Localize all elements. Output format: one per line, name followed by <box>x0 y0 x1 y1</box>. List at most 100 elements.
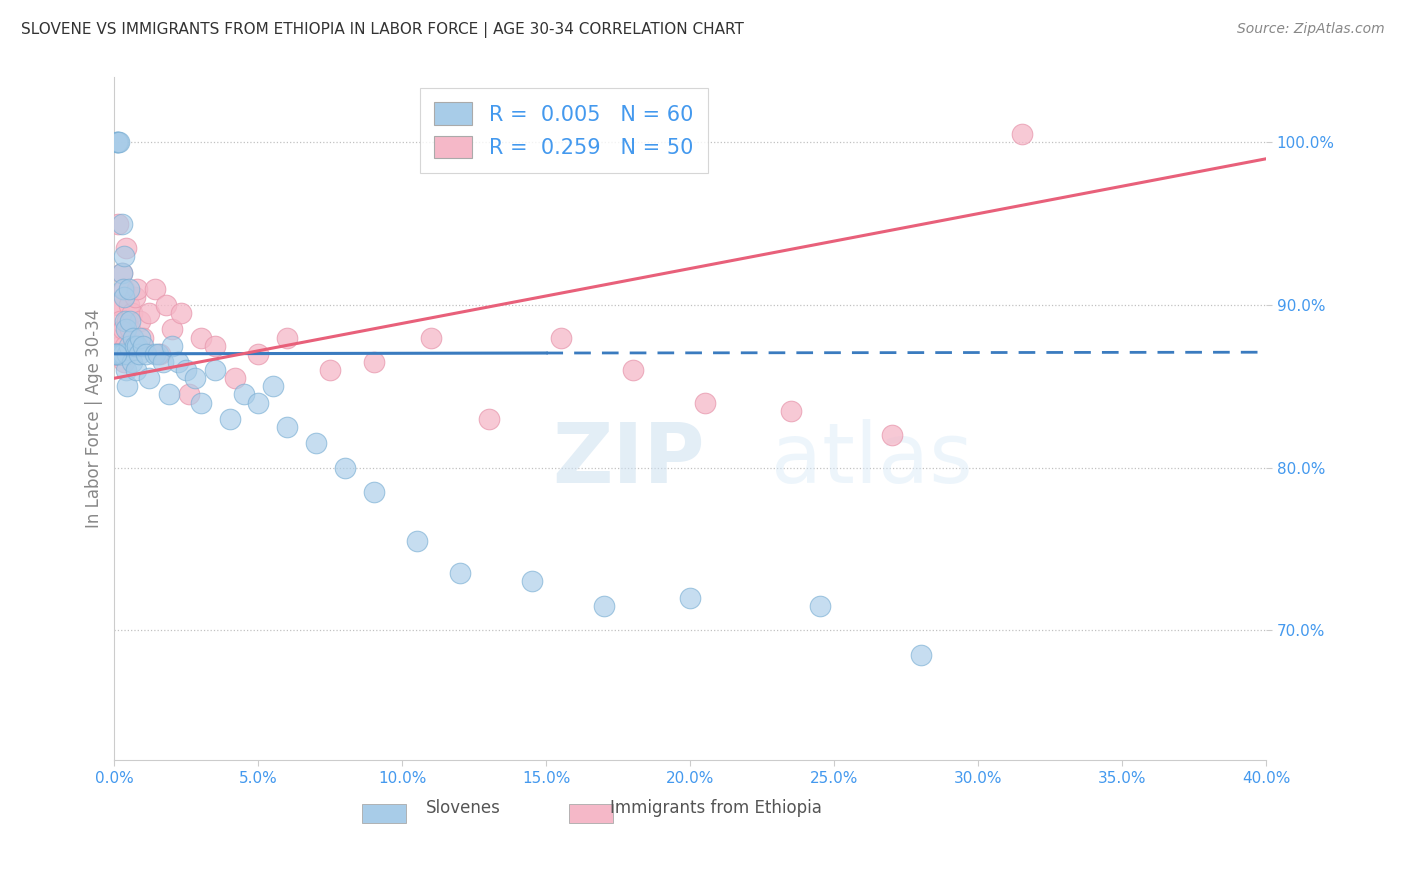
Point <box>115 322 138 336</box>
Point <box>132 330 155 344</box>
Point <box>105 347 128 361</box>
Point <box>184 371 207 385</box>
Point <box>155 298 177 312</box>
Point <box>129 330 152 344</box>
Point <box>276 420 298 434</box>
Point <box>115 241 138 255</box>
Point <box>112 249 135 263</box>
Point <box>143 282 166 296</box>
Point <box>305 436 328 450</box>
Text: Slovenes: Slovenes <box>426 799 501 817</box>
Point <box>204 363 226 377</box>
Text: atlas: atlas <box>770 419 973 500</box>
Point <box>166 355 188 369</box>
Text: Source: ZipAtlas.com: Source: ZipAtlas.com <box>1237 22 1385 37</box>
Point <box>138 371 160 385</box>
Point <box>111 330 134 344</box>
Point <box>107 136 129 150</box>
Point <box>363 355 385 369</box>
Point <box>124 290 146 304</box>
Point <box>108 347 131 361</box>
Point <box>333 460 356 475</box>
Point <box>120 314 142 328</box>
Point <box>808 599 831 613</box>
Point <box>138 306 160 320</box>
Point <box>111 266 134 280</box>
Point <box>117 379 139 393</box>
Point <box>135 347 157 361</box>
Point <box>115 347 138 361</box>
Text: SLOVENE VS IMMIGRANTS FROM ETHIOPIA IN LABOR FORCE | AGE 30-34 CORRELATION CHART: SLOVENE VS IMMIGRANTS FROM ETHIOPIA IN L… <box>21 22 744 38</box>
Point <box>121 355 143 369</box>
Point <box>105 298 128 312</box>
Point <box>110 217 132 231</box>
Point <box>112 282 135 296</box>
Text: ZIP: ZIP <box>553 419 704 500</box>
Point <box>110 347 132 361</box>
Y-axis label: In Labor Force | Age 30-34: In Labor Force | Age 30-34 <box>86 310 103 528</box>
Point <box>169 306 191 320</box>
Point <box>247 395 270 409</box>
Point <box>104 347 127 361</box>
Point <box>218 412 240 426</box>
Point <box>179 387 201 401</box>
Point <box>224 371 246 385</box>
Point <box>114 339 136 353</box>
Point <box>679 591 702 605</box>
Point <box>105 347 128 361</box>
Point <box>127 282 149 296</box>
Point <box>107 136 129 150</box>
Point <box>108 347 131 361</box>
Point <box>118 298 141 312</box>
Point <box>122 330 145 344</box>
Point <box>118 282 141 296</box>
Point <box>105 136 128 150</box>
Legend: R =  0.005   N = 60, R =  0.259   N = 50: R = 0.005 N = 60, R = 0.259 N = 50 <box>420 87 707 173</box>
Point <box>478 412 501 426</box>
FancyBboxPatch shape <box>363 804 406 823</box>
Point <box>593 599 616 613</box>
Point <box>114 282 136 296</box>
Point <box>276 330 298 344</box>
FancyBboxPatch shape <box>569 804 613 823</box>
Point <box>118 339 141 353</box>
Point <box>108 347 131 361</box>
Point <box>132 339 155 353</box>
Point <box>247 347 270 361</box>
Point <box>129 314 152 328</box>
Point <box>420 330 443 344</box>
Point <box>115 363 138 377</box>
Point <box>108 339 131 353</box>
Point <box>152 355 174 369</box>
Point <box>880 428 903 442</box>
Point <box>176 363 198 377</box>
Point <box>1011 128 1033 142</box>
Point <box>157 387 180 401</box>
Point <box>104 347 127 361</box>
Point <box>190 395 212 409</box>
Point <box>128 347 150 361</box>
Point <box>319 363 342 377</box>
Point <box>262 379 284 393</box>
Point <box>143 347 166 361</box>
Point <box>105 347 128 361</box>
Point <box>124 339 146 353</box>
Text: Immigrants from Ethiopia: Immigrants from Ethiopia <box>610 799 821 817</box>
Point <box>127 339 149 353</box>
Point <box>125 363 148 377</box>
Point <box>146 347 169 361</box>
Point <box>117 314 139 328</box>
Point <box>780 403 803 417</box>
Point <box>122 339 145 353</box>
Point <box>693 395 716 409</box>
Point <box>160 322 183 336</box>
Point <box>107 217 129 231</box>
Point <box>621 363 644 377</box>
Point <box>405 533 427 548</box>
Point <box>520 574 543 589</box>
Point <box>204 339 226 353</box>
Point <box>112 322 135 336</box>
Point <box>110 347 132 361</box>
Point <box>550 330 572 344</box>
Point <box>112 355 135 369</box>
